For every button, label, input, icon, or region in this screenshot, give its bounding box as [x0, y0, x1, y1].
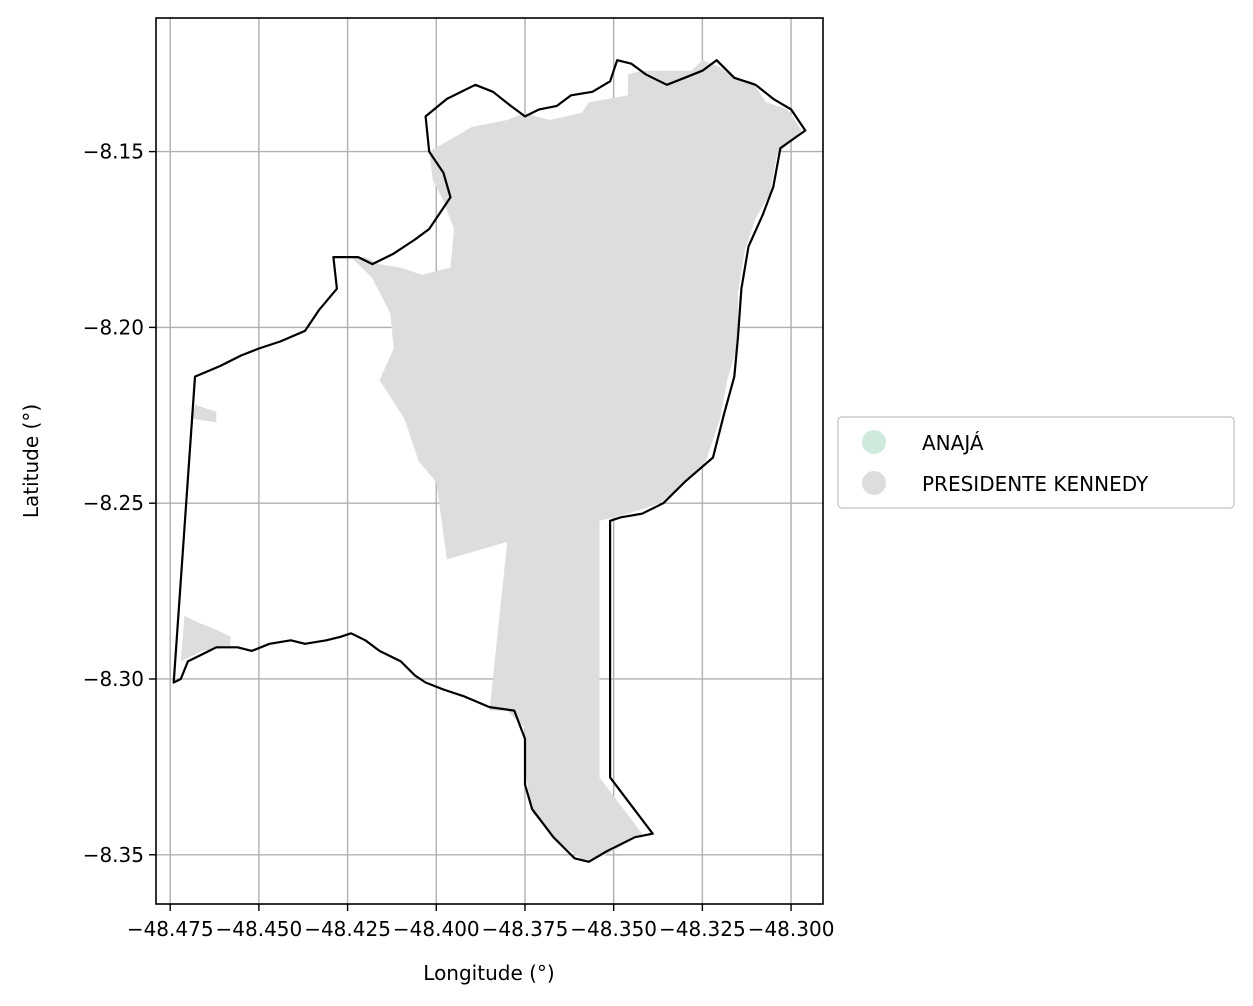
x-tick-label: −48.475: [127, 917, 214, 941]
x-tick-label: −48.300: [748, 917, 835, 941]
plot-frame: [155, 17, 824, 905]
y-axis-title: Latitude (°): [19, 404, 43, 518]
x-tick-label: −48.400: [393, 917, 480, 941]
legend: ANAJÁ PRESIDENTE KENNEDY: [837, 416, 1235, 509]
legend-marker-presidente-kennedy: [862, 471, 886, 495]
x-tick-label: −48.350: [570, 917, 657, 941]
x-axis-title: Longitude (°): [423, 961, 554, 985]
x-tick-label: −48.325: [659, 917, 746, 941]
region-presidente-kennedy-2: [180, 615, 231, 662]
x-tick-label: −48.450: [216, 917, 303, 941]
x-tick-label: −48.375: [482, 917, 569, 941]
y-tick-label: −8.20: [83, 315, 144, 339]
region-presidente-kennedy-1: [191, 404, 217, 423]
y-tick-label: −8.25: [83, 491, 144, 515]
legend-label-presidente-kennedy: PRESIDENTE KENNEDY: [922, 472, 1149, 496]
axis-ticks: −48.475 −48.450 −48.425 −48.400 −48.375 −48.3…: [83, 140, 835, 941]
legend-label-anaja: ANAJÁ: [922, 431, 984, 455]
legend-box: [837, 416, 1235, 509]
y-tick-label: −8.15: [83, 140, 144, 164]
region-fills: [180, 60, 802, 862]
boundary-outline-0: [172, 59, 807, 863]
y-tick-label: −8.30: [83, 667, 144, 691]
x-tick-label: −48.425: [304, 917, 391, 941]
region-presidente-kennedy-0: [351, 60, 802, 862]
y-tick-label: −8.35: [83, 843, 144, 867]
legend-marker-anaja: [862, 430, 886, 454]
municipality-boundary: [172, 59, 807, 863]
